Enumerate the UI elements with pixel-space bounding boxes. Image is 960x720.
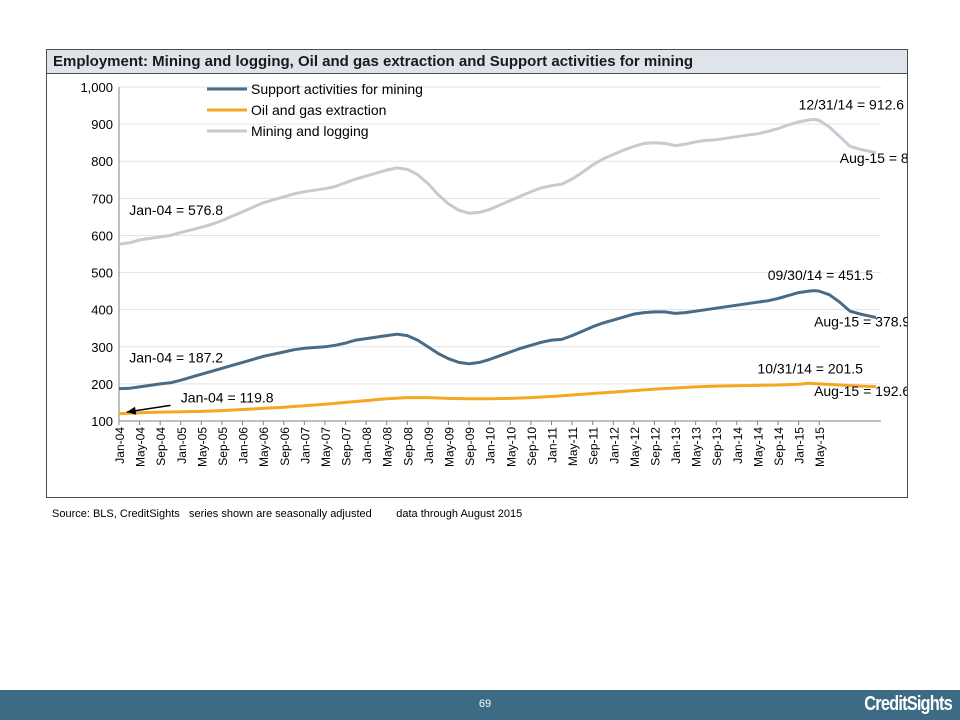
x-tick-label: May-07 [319,427,333,467]
data-annotation: Aug-15 = 378.9 [814,313,907,329]
footer-bar: 69 CreditSights [0,690,960,720]
x-tick-label: May-13 [690,427,704,467]
x-tick-label: Jan-05 [175,427,189,464]
y-tick-label: 900 [91,117,113,132]
series-line-oil-and-gas-extraction [118,381,876,416]
x-tick-label: Jan-07 [298,427,312,464]
x-tick-label: Sep-14 [772,427,786,466]
x-tick-label: Sep-07 [340,427,354,466]
data-annotation: Aug-15 = 823.3 [840,150,907,166]
x-tick-label: May-11 [566,427,580,466]
legend-entry: Oil and gas extraction [251,102,386,118]
employment-line-chart: 100 200 300 400 500 600 700 800 900 1,000 Jan-04 Ma… [80,80,907,467]
x-tick-label: Sep-06 [278,427,292,466]
x-tick-label: May-09 [443,427,457,467]
x-tick-label: Jan-09 [422,427,436,464]
x-tick-label: May-06 [257,427,271,467]
x-tick-label: Jan-10 [484,427,498,464]
x-tick-label: Sep-05 [216,427,230,466]
x-tick-label: Sep-09 [463,427,477,466]
x-tick-label: Jan-13 [669,427,683,464]
data-annotation: Jan-04 = 576.8 [129,202,223,218]
x-tick-label: May-15 [813,427,827,467]
data-annotation: Jan-04 = 119.8 [181,389,274,405]
x-tick-label: Sep-08 [401,427,415,466]
x-tick-label: May-05 [195,427,209,467]
data-annotation: Jan-04 = 187.2 [129,349,223,365]
data-annotation: 12/31/14 = 912.6 [799,96,905,112]
data-annotation: 09/30/14 = 451.5 [768,267,874,283]
x-tick-label: Jan-11 [545,427,559,463]
x-tick-label: May-10 [504,427,518,467]
x-tick-label: May-04 [134,427,148,467]
creditsights-logo: CreditSights [864,693,952,715]
x-tick-label: Jan-15 [793,427,807,464]
legend-entry: Mining and logging [251,123,369,139]
y-tick-label: 300 [91,340,113,355]
x-tick-label: May-14 [751,427,765,467]
x-tick-label: Sep-10 [525,427,539,466]
x-tick-label: May-08 [381,427,395,467]
chart-title-bar: Employment: Mining and logging, Oil and … [47,50,907,74]
x-tick-label: Sep-11 [587,427,601,465]
x-tick-label: Sep-04 [154,427,168,466]
y-tick-label: 1,000 [80,80,113,95]
y-tick-label: 200 [91,377,113,392]
chart-frame: Employment: Mining and logging, Oil and … [46,49,908,498]
chart-title: Employment: Mining and logging, Oil and … [53,53,694,70]
y-tick-label: 700 [91,191,113,206]
y-tick-label: 500 [91,266,113,281]
x-tick-label: Jan-14 [731,427,745,464]
x-tick-label: May-12 [628,427,642,467]
data-annotation: 10/31/14 = 201.5 [757,360,863,376]
x-tick-label: Sep-13 [710,427,724,466]
y-tick-label: 800 [91,154,113,169]
series-line-mining-and-logging [118,117,877,246]
data-annotation: Aug-15 = 192.6 [814,383,907,399]
y-tick-label: 600 [91,228,113,243]
x-tick-label: Jan-06 [237,427,251,464]
series-line-support-activities-for-mining [118,289,877,391]
x-tick-label: Jan-12 [607,427,621,464]
source-note: Source: BLS, CreditSights series shown a… [52,508,523,520]
x-tick-label: Jan-04 [113,427,127,464]
y-tick-label: 400 [91,303,113,318]
page-number: 69 [478,698,492,710]
y-tick-label: 100 [91,414,113,429]
x-tick-label: Sep-12 [648,427,662,466]
arrowhead-icon [126,406,137,415]
legend-entry: Support activities for mining [251,81,423,97]
x-tick-label: Jan-08 [360,427,374,464]
